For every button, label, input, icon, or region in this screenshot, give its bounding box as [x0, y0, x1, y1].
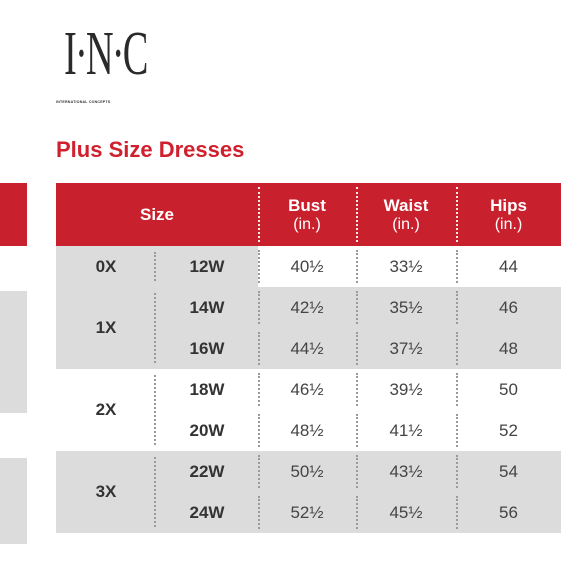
header-waist: Waist (in.): [356, 183, 456, 246]
hips-cell: 44: [456, 246, 561, 287]
adjacent-table-band: [0, 458, 27, 544]
size-chart-table: Size Bust (in.) Waist (in.) Hips (in.) 0X 1…: [56, 183, 561, 533]
adjacent-table-fragment: [0, 183, 27, 544]
waist-cell: 33½: [356, 246, 456, 287]
brand-mark: I·N·C: [64, 20, 148, 88]
waist-cell: 35½: [356, 287, 456, 328]
hips-cell: 54: [456, 451, 561, 492]
size-group-3x: 3X 22W 50½ 43½ 54 24W 52½ 45½ 56: [56, 451, 561, 533]
bust-cell: 52½: [258, 492, 356, 533]
table-row: 22W 50½ 43½ 54: [156, 451, 561, 492]
header-hips: Hips (in.): [456, 183, 561, 246]
hips-cell: 50: [456, 369, 561, 410]
waist-cell: 45½: [356, 492, 456, 533]
bust-cell: 50½: [258, 451, 356, 492]
table-row: 18W 46½ 39½ 50: [156, 369, 561, 410]
table-row: 20W 48½ 41½ 52: [156, 410, 561, 451]
table-row: 12W 40½ 33½ 44: [156, 246, 561, 287]
bust-cell: 42½: [258, 287, 356, 328]
page-title: Plus Size Dresses: [56, 137, 245, 162]
group-size-label: 1X: [56, 287, 156, 369]
size-group-1x: 1X 14W 42½ 35½ 46 16W 44½ 37½ 48: [56, 287, 561, 369]
table-row: 14W 42½ 35½ 46: [156, 287, 561, 328]
w-size-cell: 20W: [189, 420, 225, 440]
waist-cell: 41½: [356, 410, 456, 451]
table-row: 24W 52½ 45½ 56: [156, 492, 561, 533]
bust-cell: 40½: [258, 246, 356, 287]
bust-cell: 46½: [258, 369, 356, 410]
group-size-label: 3X: [56, 451, 156, 533]
adjacent-table-header: [0, 183, 27, 246]
header-bust-unit: (in.): [293, 215, 321, 233]
header-size: Size: [139, 205, 175, 224]
w-size-cell: 16W: [189, 338, 225, 358]
header-waist-unit: (in.): [392, 215, 420, 233]
table-header-row: Size Bust (in.) Waist (in.) Hips (in.): [56, 183, 561, 246]
table-row: 16W 44½ 37½ 48: [156, 328, 561, 369]
bust-cell: 44½: [258, 328, 356, 369]
hips-cell: 52: [456, 410, 561, 451]
hips-cell: 48: [456, 328, 561, 369]
waist-cell: 43½: [356, 451, 456, 492]
waist-cell: 39½: [356, 369, 456, 410]
hips-cell: 56: [456, 492, 561, 533]
group-size-label: 2X: [56, 369, 156, 451]
bust-cell: 48½: [258, 410, 356, 451]
w-size-cell: 12W: [189, 256, 225, 276]
waist-cell: 37½: [356, 328, 456, 369]
brand-subtitle: INTERNATIONAL CONCEPTS: [56, 100, 111, 104]
w-size-cell: 18W: [189, 379, 225, 399]
size-group-0x: 0X 12W 40½ 33½ 44: [56, 246, 561, 287]
header-bust-label: Bust: [288, 195, 326, 215]
w-size-cell: 14W: [189, 297, 225, 317]
size-group-2x: 2X 18W 46½ 39½ 50 20W 48½ 41½ 52: [56, 369, 561, 451]
header-waist-label: Waist: [383, 195, 429, 215]
adjacent-table-band: [0, 291, 27, 413]
header-bust: Bust (in.): [258, 183, 356, 246]
hips-cell: 46: [456, 287, 561, 328]
header-hips-unit: (in.): [494, 215, 523, 233]
w-size-cell: 22W: [189, 461, 225, 481]
group-size-label: 0X: [56, 246, 156, 287]
brand-logo: I·N·C INTERNATIONAL CONCEPTS: [56, 14, 166, 104]
header-hips-label: Hips: [490, 195, 527, 215]
w-size-cell: 24W: [189, 502, 225, 522]
